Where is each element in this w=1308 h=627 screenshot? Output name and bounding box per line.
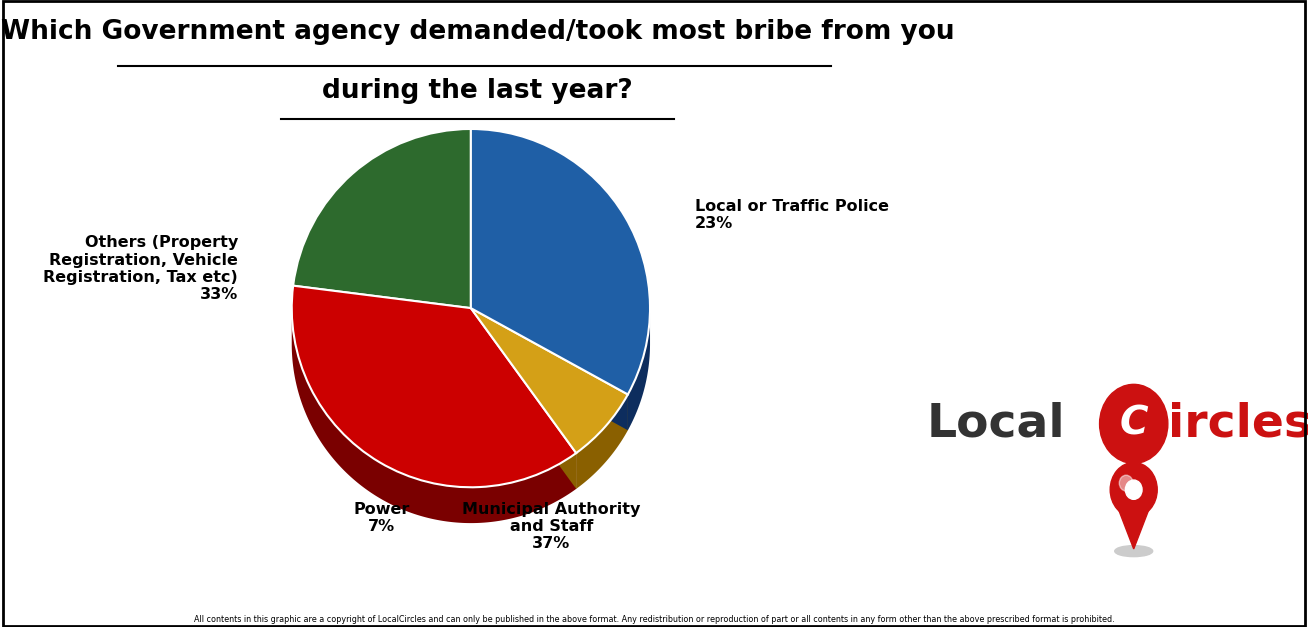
- Wedge shape: [471, 308, 628, 453]
- Text: Municipal Authority
and Staff
37%: Municipal Authority and Staff 37%: [462, 502, 641, 551]
- Text: Power
7%: Power 7%: [353, 502, 409, 534]
- Wedge shape: [293, 129, 471, 308]
- Text: All contents in this graphic are a copyright of LocalCircles and can only be pub: All contents in this graphic are a copyr…: [194, 615, 1114, 624]
- Text: Others (Property
Registration, Vehicle
Registration, Tax etc)
33%: Others (Property Registration, Vehicle R…: [43, 235, 238, 302]
- Circle shape: [1110, 463, 1158, 517]
- Polygon shape: [471, 308, 628, 430]
- Polygon shape: [577, 394, 628, 489]
- Text: Local: Local: [927, 401, 1066, 446]
- Text: ircles: ircles: [1168, 401, 1308, 446]
- Circle shape: [1125, 480, 1142, 499]
- Text: Which Government agency demanded/took most bribe from you: Which Government agency demanded/took mo…: [0, 19, 955, 45]
- Circle shape: [1120, 475, 1133, 491]
- Circle shape: [1100, 384, 1168, 463]
- Text: C: C: [1120, 405, 1148, 443]
- Text: during the last year?: during the last year?: [322, 78, 633, 104]
- Ellipse shape: [1114, 545, 1152, 557]
- Polygon shape: [1110, 490, 1156, 549]
- Polygon shape: [471, 308, 628, 430]
- Text: Local or Traffic Police
23%: Local or Traffic Police 23%: [695, 199, 889, 231]
- Polygon shape: [292, 309, 577, 523]
- Polygon shape: [628, 308, 650, 430]
- Polygon shape: [471, 308, 577, 489]
- Polygon shape: [471, 308, 577, 489]
- Wedge shape: [292, 286, 577, 487]
- Wedge shape: [471, 129, 650, 394]
